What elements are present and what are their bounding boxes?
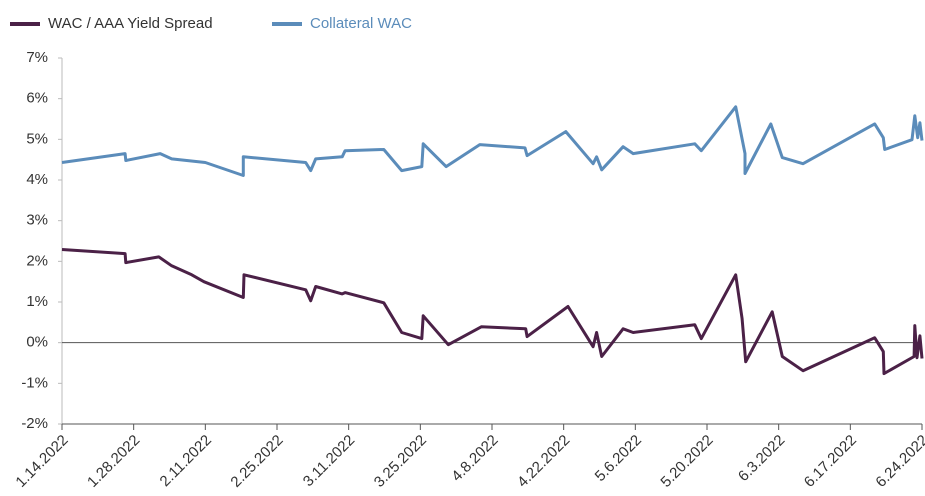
x-tick-label: 4.22.2022 xyxy=(514,432,573,491)
x-tick-label: 5.20.2022 xyxy=(657,432,716,491)
x-tick-label: 6.24.2022 xyxy=(872,432,925,491)
y-tick-label: 2% xyxy=(26,252,48,269)
y-tick-label: -2% xyxy=(21,415,48,432)
legend-label: WAC / AAA Yield Spread xyxy=(48,15,213,32)
y-tick-label: 6% xyxy=(26,90,48,107)
y-tick-label: 0% xyxy=(26,334,48,351)
x-tick-label: 6.3.2022 xyxy=(735,432,788,485)
y-tick-label: 7% xyxy=(26,49,48,66)
x-tick-label: 3.11.2022 xyxy=(300,432,358,490)
x-tick-label: 2.11.2022 xyxy=(157,432,215,490)
legend-label: Collateral WAC xyxy=(310,15,412,32)
y-tick-label: 1% xyxy=(26,293,48,310)
x-tick-label: 4.8.2022 xyxy=(448,432,501,485)
y-tick-label: 5% xyxy=(26,130,48,147)
series-line xyxy=(61,248,924,376)
x-tick-label: 6.17.2022 xyxy=(801,432,860,491)
y-tick-label: 4% xyxy=(26,171,48,188)
x-tick-label: 1.14.2022 xyxy=(12,432,71,491)
y-tick-label: -1% xyxy=(21,374,48,391)
y-tick-label: 3% xyxy=(26,212,48,229)
x-tick-label: 1.28.2022 xyxy=(84,432,143,491)
series-line xyxy=(61,105,924,177)
x-tick-label: 2.25.2022 xyxy=(227,432,286,491)
x-tick-label: 3.25.2022 xyxy=(371,432,430,491)
x-tick-label: 5.6.2022 xyxy=(592,432,645,485)
